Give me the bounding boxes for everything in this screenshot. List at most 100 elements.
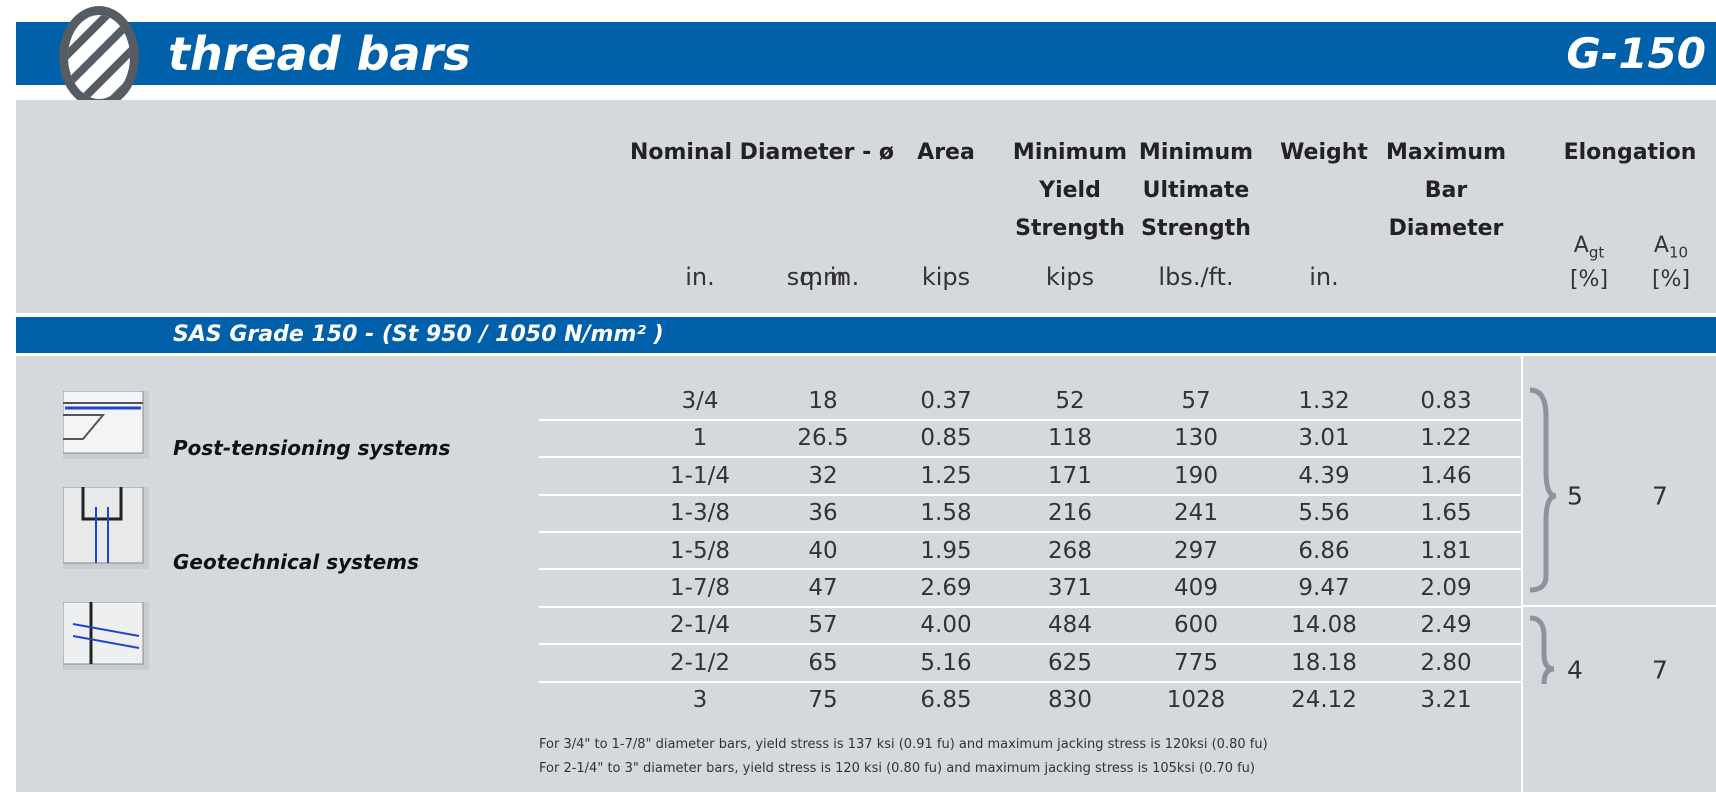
- column-heading: Nominal Diameter - ø: [629, 140, 895, 165]
- column-heading: Strength: [1141, 216, 1251, 241]
- table-cell: 371: [1048, 575, 1092, 601]
- column-unit: in.: [1309, 263, 1339, 291]
- row-divider: [539, 456, 1521, 459]
- row-divider: [539, 680, 1521, 683]
- unit-symbol: A: [1653, 233, 1669, 258]
- post-tensioning-icon: [63, 391, 149, 459]
- footnote: For 3/4" to 1-7/8" diameter bars, yield …: [539, 737, 1268, 752]
- column-heading: Maximum: [1386, 140, 1506, 165]
- table-cell: 216: [1048, 500, 1092, 527]
- braces: [1529, 387, 1557, 685]
- geotechnical-icon: [63, 487, 149, 569]
- table-cell: 36: [808, 500, 838, 527]
- elongation-unit: A10 [%]: [1652, 232, 1690, 294]
- table-cell: 18.18: [1291, 649, 1357, 676]
- unit-symbol: A: [1573, 233, 1589, 258]
- column-heading: Diameter: [1388, 216, 1504, 241]
- column-heading: Weight: [1280, 140, 1368, 165]
- column-heading: Elongation: [1563, 140, 1697, 165]
- table-cell: 18: [808, 388, 838, 414]
- table-cell: 1.32: [1298, 388, 1350, 414]
- table-cell: 2-1/2: [670, 649, 730, 676]
- unit-subscript: gt: [1588, 243, 1605, 262]
- table-cell: 1: [692, 425, 708, 452]
- table-cell: 14.08: [1291, 612, 1357, 639]
- table-cell: 2.80: [1420, 649, 1472, 676]
- table-cell: 268: [1048, 537, 1092, 564]
- table-cell: 1.81: [1420, 537, 1472, 564]
- column-heading: Bar: [1424, 178, 1468, 203]
- column-divider: [1521, 356, 1523, 792]
- application-label: Post-tensioning systems: [173, 436, 451, 460]
- table-cell: 75: [808, 687, 838, 714]
- table-cell: 600: [1174, 612, 1218, 639]
- footnote: For 2-1/4" to 3" diameter bars, yield st…: [539, 761, 1255, 776]
- table-cell: 0.85: [920, 425, 972, 452]
- section-title: SAS Grade 150 - (St 950 / 1050 N/mm² ): [173, 322, 664, 347]
- table-cell: 1-1/4: [670, 462, 730, 489]
- elongation-a10: 7: [1652, 655, 1668, 685]
- table-cell: 4.00: [920, 612, 972, 639]
- unit-percent: [%]: [1651, 267, 1691, 293]
- unit-subscript: 10: [1668, 243, 1689, 262]
- table-cell: 775: [1174, 649, 1218, 676]
- logo-icon: [59, 6, 139, 108]
- table-cell: 2.09: [1420, 575, 1472, 601]
- table-cell: 1-5/8: [670, 537, 730, 564]
- column-unit: kips: [1045, 263, 1095, 291]
- unit-percent: [%]: [1569, 267, 1609, 293]
- table-cell: 1.25: [920, 462, 972, 489]
- table-cell: 5.56: [1298, 500, 1350, 527]
- column-unit: mm: [799, 263, 847, 291]
- row-divider: [539, 530, 1521, 533]
- column-heading: Minimum: [1138, 140, 1254, 165]
- table-cell: 118: [1048, 425, 1092, 452]
- table-cell: 6.85: [920, 687, 972, 714]
- table-cell: 1.46: [1420, 462, 1472, 489]
- table-cell: 1.65: [1420, 500, 1472, 527]
- column-unit: in.: [685, 263, 715, 291]
- table-cell: 1.22: [1420, 425, 1472, 452]
- header-bar: [16, 22, 1716, 85]
- table-cell: 52: [1055, 388, 1085, 414]
- table-cell: 3/4: [681, 388, 719, 414]
- group-divider: [1521, 605, 1716, 607]
- table-cell: 47: [808, 575, 838, 601]
- row-divider: [539, 568, 1521, 571]
- title: thread bars: [168, 27, 471, 81]
- row-divider: [539, 418, 1521, 421]
- elongation-agt: 4: [1567, 655, 1583, 685]
- table-cell: 6.86: [1298, 537, 1350, 564]
- table-cell: 297: [1174, 537, 1218, 564]
- table-cell: 484: [1048, 612, 1092, 639]
- elongation-agt: 5: [1567, 481, 1583, 511]
- elongation-a10: 7: [1652, 481, 1668, 511]
- table-cell: 1.58: [920, 500, 972, 527]
- column-heading: Strength: [1015, 216, 1125, 241]
- application-label: Geotechnical systems: [173, 550, 419, 574]
- code: G-150: [1566, 29, 1706, 78]
- column-heading: Minimum: [1012, 140, 1128, 165]
- table-cell: 190: [1174, 462, 1218, 489]
- table-cell: 1-3/8: [670, 500, 730, 527]
- column-unit: lbs./ft.: [1158, 263, 1234, 291]
- table-cell: 625: [1048, 649, 1092, 676]
- table-cell: 57: [1181, 388, 1211, 414]
- table-cell: 3.01: [1298, 425, 1350, 452]
- body-panel: [16, 356, 1716, 792]
- table-cell: 3.21: [1420, 687, 1472, 714]
- table-cell: 241: [1174, 500, 1218, 527]
- table-cell: 40: [808, 537, 838, 564]
- column-heading: Ultimate: [1142, 178, 1250, 203]
- table-cell: 57: [808, 612, 838, 639]
- section-bar: [16, 317, 1716, 353]
- table-cell: 0.83: [1420, 388, 1472, 414]
- row-divider: [539, 605, 1521, 608]
- elongation-unit: Agt [%]: [1570, 232, 1608, 294]
- table-cell: 1-7/8: [670, 575, 730, 601]
- anchor-icon: [63, 602, 149, 670]
- column-heading: Area: [917, 140, 975, 165]
- table-cell: 0.37: [920, 388, 972, 414]
- table-cell: 1.95: [920, 537, 972, 564]
